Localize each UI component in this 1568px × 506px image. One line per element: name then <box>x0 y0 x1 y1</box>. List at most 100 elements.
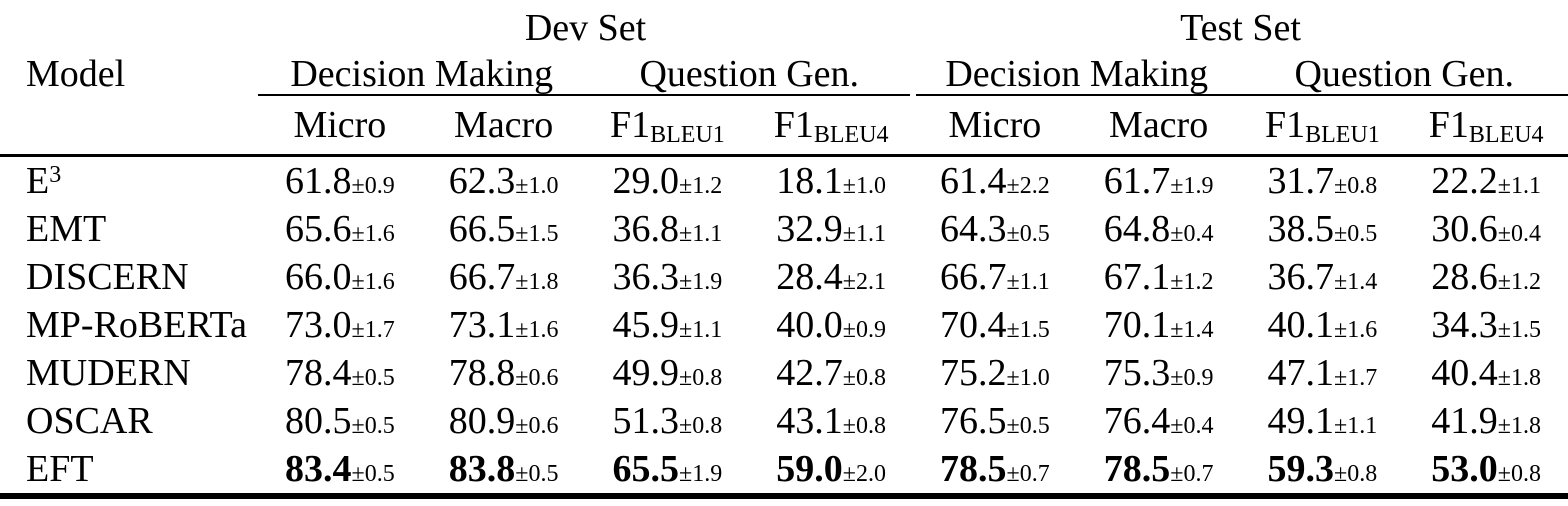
metric-value: 66.0 <box>285 256 352 298</box>
metric-uncertainty: ±0.7 <box>1006 461 1050 487</box>
task-header-dev-decision-making: Decision Making <box>258 52 586 96</box>
metric-value: 53.0 <box>1431 448 1498 490</box>
model-name: MP-RoBERTa <box>0 301 258 349</box>
metric-value: 18.1 <box>776 160 843 202</box>
metric-cell: 59.0±2.0 <box>749 445 913 499</box>
metric-uncertainty: ±1.4 <box>1170 317 1214 343</box>
metric-value: 61.7 <box>1103 160 1171 202</box>
metric-uncertainty: ±0.8 <box>1334 173 1378 199</box>
metric-cell: 18.1±1.0 <box>749 156 913 206</box>
metric-value: 65.6 <box>285 208 352 250</box>
task-header-test-decision-making: Decision Making <box>913 52 1241 96</box>
metric-uncertainty: ±0.8 <box>679 365 723 391</box>
model-name: EMT <box>0 205 258 253</box>
metric-uncertainty: ±0.6 <box>515 413 559 439</box>
metric-cell: 65.5±1.9 <box>585 445 750 499</box>
metric-uncertainty: ±0.9 <box>1170 365 1214 391</box>
metric-cell: 66.7±1.8 <box>422 253 586 301</box>
metric-uncertainty: ±1.1 <box>1006 269 1050 295</box>
metric-cell: 31.7±0.8 <box>1241 156 1405 206</box>
metric-cell: 80.5±0.5 <box>258 397 422 445</box>
metric-value: 30.6 <box>1431 208 1498 250</box>
metric-uncertainty: ±0.8 <box>842 413 886 439</box>
model-column-header: Model <box>26 53 126 95</box>
metric-value: 64.3 <box>940 208 1007 250</box>
metric-uncertainty: ±0.5 <box>351 413 395 439</box>
metric-header-dev-f1-bleu4: F1BLEU4 <box>749 96 913 157</box>
metric-value: 49.1 <box>1267 400 1335 442</box>
metric-uncertainty: ±0.8 <box>1497 461 1541 487</box>
metric-value: 66.7 <box>448 256 516 298</box>
metric-value: 76.5 <box>940 400 1007 442</box>
metric-header-row: Micro Macro F1BLEU1 F1BLEU4 Micro Macro … <box>0 96 1568 157</box>
metric-value: 83.8 <box>448 448 516 490</box>
metric-value: 66.7 <box>940 256 1007 298</box>
set-header-dev: Dev Set <box>524 7 647 49</box>
task-header-dev-question-gen: Question Gen. <box>585 52 913 96</box>
model-label: MUDERN <box>26 352 191 394</box>
metric-value: 59.0 <box>776 448 843 490</box>
model-name: DISCERN <box>0 253 258 301</box>
metric-cell: 78.5±0.7 <box>1076 445 1241 499</box>
metric-base: F1 <box>1264 104 1306 146</box>
metric-uncertainty: ±2.1 <box>842 269 886 295</box>
metric-cell: 73.1±1.6 <box>422 301 586 349</box>
metric-value: 31.7 <box>1267 160 1335 202</box>
model-label: EMT <box>26 208 107 250</box>
metric-uncertainty: ±0.9 <box>842 317 886 343</box>
metric-cell: 66.7±1.1 <box>913 253 1077 301</box>
metric-cell: 78.8±0.6 <box>422 349 586 397</box>
metric-uncertainty: ±0.8 <box>679 413 723 439</box>
metric-uncertainty: ±1.1 <box>1334 413 1378 439</box>
metric-cell: 64.3±0.5 <box>913 205 1077 253</box>
metric-cell: 83.8±0.5 <box>421 445 586 499</box>
metric-value: 59.3 <box>1267 448 1335 490</box>
metric-value: 75.2 <box>940 352 1007 394</box>
metric-value: 36.8 <box>612 208 680 250</box>
metric-uncertainty: ±1.4 <box>1334 269 1378 295</box>
metric-cell: 53.0±0.8 <box>1404 445 1568 499</box>
metric-cell: 36.3±1.9 <box>586 253 750 301</box>
metric-header-test-f1-bleu1: F1BLEU1 <box>1240 96 1405 157</box>
metric-uncertainty: ±1.5 <box>1006 317 1050 343</box>
metric-cell: 76.5±0.5 <box>913 397 1077 445</box>
metric-cell: 49.1±1.1 <box>1241 397 1405 445</box>
metric-value: 61.4 <box>940 160 1007 202</box>
metric-base: F1 <box>609 104 651 146</box>
metric-value: 61.8 <box>285 160 352 202</box>
metric-value: 40.0 <box>776 304 843 346</box>
metric-uncertainty: ±0.4 <box>1170 221 1214 247</box>
metric-cell: 78.4±0.5 <box>258 349 422 397</box>
metric-value: 38.5 <box>1267 208 1335 250</box>
metric-uncertainty: ±1.1 <box>1497 173 1541 199</box>
results-table: Dev Set Test Set Model Decision Making Q… <box>0 4 1568 499</box>
model-row-discern: DISCERN 66.0±1.6 66.7±1.8 36.3±1.9 28.4±… <box>0 253 1568 301</box>
metric-header-test-f1-bleu4: F1BLEU4 <box>1404 96 1568 157</box>
metric-uncertainty: ±1.8 <box>515 269 559 295</box>
metric-uncertainty: ±1.2 <box>1170 269 1214 295</box>
metric-cell: 66.5±1.5 <box>422 205 586 253</box>
metric-value: 67.1 <box>1103 256 1171 298</box>
metric-value: 78.8 <box>448 352 516 394</box>
metric-value: 73.0 <box>285 304 352 346</box>
spacer-cell <box>0 4 258 52</box>
metric-base: F1 <box>1428 104 1469 146</box>
metric-uncertainty: ±0.9 <box>351 173 395 199</box>
metric-cell: 28.4±2.1 <box>749 253 913 301</box>
metric-header-dev-micro: Micro <box>258 96 422 157</box>
metric-uncertainty: ±0.5 <box>1006 221 1050 247</box>
metric-value: 83.4 <box>285 448 352 490</box>
metric-uncertainty: ±0.4 <box>1170 413 1214 439</box>
model-row-emt: EMT 65.6±1.6 66.5±1.5 36.8±1.1 32.9±1.1 … <box>0 205 1568 253</box>
metric-uncertainty: ±0.6 <box>515 365 559 391</box>
metric-cell: 73.0±1.7 <box>258 301 422 349</box>
metric-cell: 45.9±1.1 <box>586 301 750 349</box>
metric-value: 70.4 <box>940 304 1007 346</box>
set-header-test: Test Set <box>1180 7 1301 49</box>
metric-value: 70.1 <box>1103 304 1171 346</box>
metric-header-dev-macro: Macro <box>421 96 586 157</box>
metric-value: 36.3 <box>612 256 680 298</box>
metric-cell: 75.3±0.9 <box>1077 349 1241 397</box>
metric-subscript: BLEU1 <box>650 122 725 149</box>
metric-uncertainty: ±0.5 <box>351 365 395 391</box>
